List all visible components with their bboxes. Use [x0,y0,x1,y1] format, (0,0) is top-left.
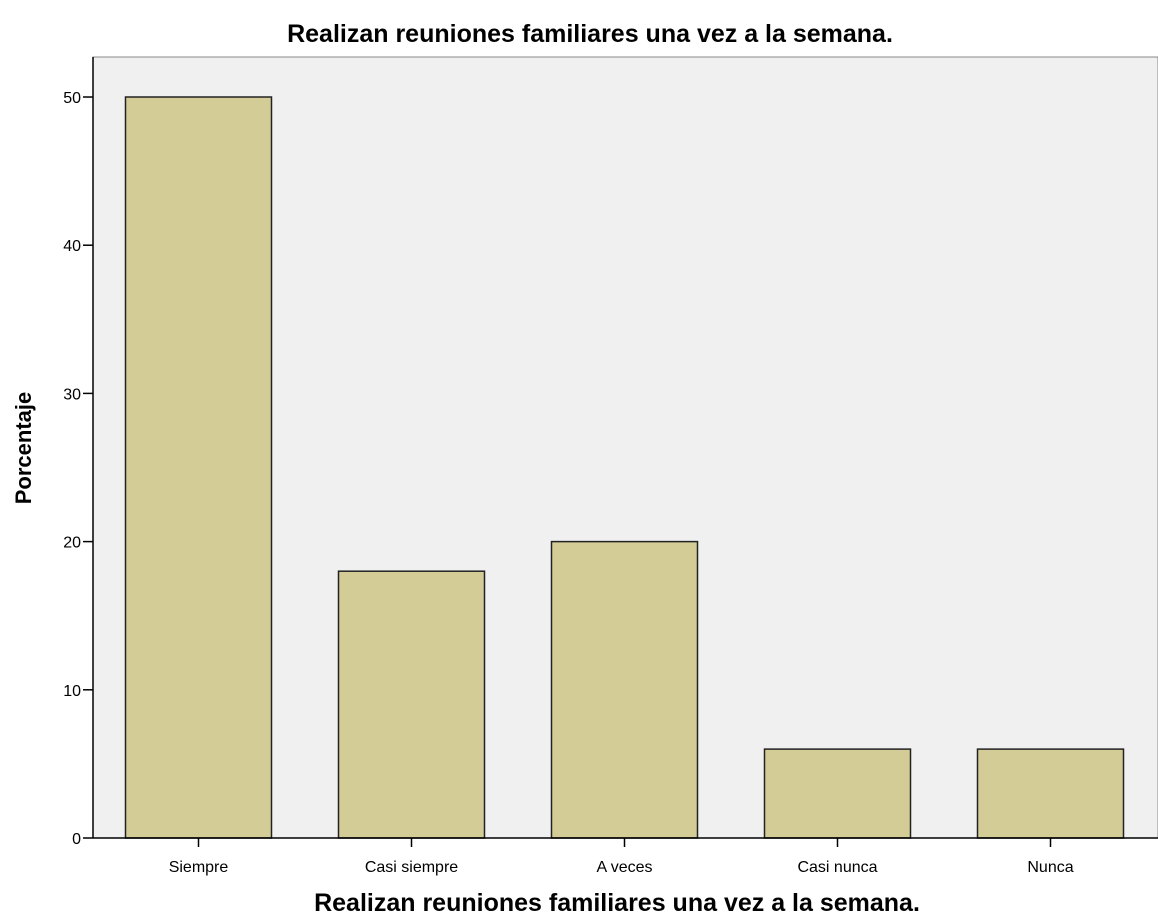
bar-siempre [124,96,273,839]
bar-casi-siempre [337,570,486,839]
x-tick-label: A veces [596,859,652,876]
y-tick-label: 0 [72,831,81,848]
x-tick-label: Nunca [1027,859,1073,876]
y-tick-label: 20 [63,535,81,552]
y-tick-label: 30 [63,386,81,403]
y-tick-label: 10 [63,683,81,700]
y-tick-label: 50 [63,90,81,107]
x-axis: Siempre Casi siempre A veces Casi nunca Nunc… [93,837,1158,876]
x-axis-label: Realizan reuniones familiares una vez a … [314,889,920,917]
bar-nunca [976,748,1125,839]
chart-title: Realizan reuniones familiares una vez a … [287,20,893,48]
bar-a-veces [550,540,699,839]
x-tick-label: Casi siempre [365,859,458,876]
bar-casi-nunca [763,748,912,839]
x-tick-label: Siempre [169,859,229,876]
y-axis: 0 10 20 30 40 50 [63,57,94,848]
x-tick-label: Casi nunca [797,859,877,876]
y-axis-label: Porcentaje [11,392,36,505]
bars-group [124,96,1125,839]
y-tick-label: 40 [63,238,81,255]
